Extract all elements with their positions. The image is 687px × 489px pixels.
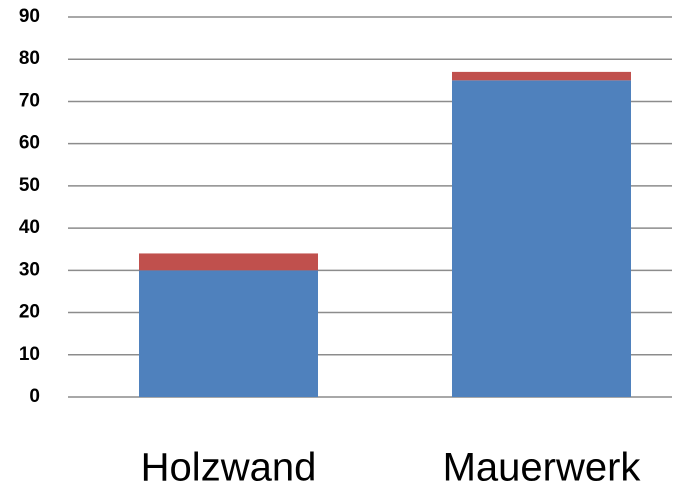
y-tick-label: 0 (29, 386, 40, 407)
y-tick-label: 10 (19, 344, 40, 365)
y-tick-label: 30 (19, 259, 40, 280)
bar-segment (452, 71, 631, 81)
x-tick-label: Mauerwerk (443, 446, 642, 489)
x-tick-label: Holzwand (141, 446, 317, 489)
y-tick-label: 20 (19, 302, 40, 323)
y-tick-label: 90 (19, 6, 40, 27)
y-tick-label: 50 (19, 175, 40, 196)
bar-segment (139, 270, 318, 397)
y-tick-label: 80 (19, 48, 40, 69)
bar-segment (452, 80, 631, 397)
y-tick-label: 60 (19, 133, 40, 154)
y-tick-label: 70 (19, 90, 40, 111)
bar-segment (139, 253, 318, 271)
y-tick-label: 40 (19, 217, 40, 238)
